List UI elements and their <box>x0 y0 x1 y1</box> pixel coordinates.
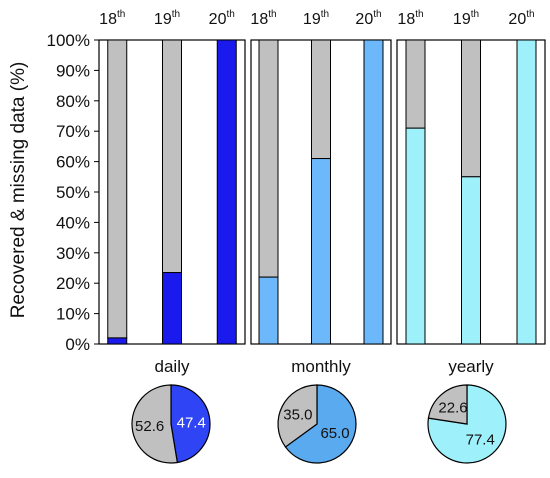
column-label: 20th <box>508 9 534 28</box>
y-tick-label: 50% <box>56 183 90 202</box>
bar-recovered <box>107 337 128 345</box>
pie-label-recovered: 77.4 <box>466 431 495 448</box>
column-label-suffix: th <box>226 9 234 20</box>
bar-recovered <box>311 158 331 345</box>
bar-missing <box>461 39 481 178</box>
column-label: 18th <box>99 9 125 28</box>
pie-label-recovered: 65.0 <box>320 425 349 442</box>
pie-monthly: 65.0 35.0 <box>277 384 357 464</box>
bar-recovered <box>461 176 481 345</box>
y-tick-label: 90% <box>56 61 90 80</box>
y-tick-label: 0% <box>65 335 90 354</box>
y-tick-label: 40% <box>56 213 90 232</box>
column-label-number: 20 <box>209 11 227 28</box>
bar-recovered <box>216 39 237 345</box>
column-label: 19th <box>154 9 180 28</box>
column-label-suffix: th <box>172 9 180 20</box>
bar-missing <box>107 39 128 339</box>
y-tick-label: 20% <box>56 274 90 293</box>
panel-name: monthly <box>291 357 351 376</box>
y-tick-label: 10% <box>56 305 90 324</box>
y-tick-label: 60% <box>56 153 90 172</box>
column-label-number: 18 <box>99 11 117 28</box>
y-axis: 0% 10% 20% 30% 40% 50% 60% 70% 80% 90% 100% <box>47 31 99 354</box>
column-label-suffix: th <box>415 9 423 20</box>
bar-missing <box>258 39 279 278</box>
bar-missing <box>311 39 331 160</box>
pie-slice-recovered <box>170 384 211 464</box>
pie-slice-missing <box>427 384 468 425</box>
column-label-number: 19 <box>303 11 321 28</box>
column-label-suffix: th <box>471 9 479 20</box>
column-label-suffix: th <box>321 9 329 20</box>
pies: 47.4 52.6 65.0 35.0 77.4 22.6 <box>131 384 507 464</box>
column-label-number: 18 <box>250 11 268 28</box>
bar-missing <box>405 39 426 129</box>
column-label-number: 19 <box>154 11 172 28</box>
bar-recovered <box>405 127 426 345</box>
column-label-suffix: th <box>526 9 534 20</box>
y-tick-label: 30% <box>56 244 90 263</box>
panel-name: yearly <box>448 357 494 376</box>
column-label-suffix: th <box>268 9 276 20</box>
column-label: 20th <box>209 9 235 28</box>
bar-recovered <box>258 276 279 345</box>
panel-name: daily <box>155 357 190 376</box>
bar-recovered <box>516 39 537 345</box>
y-axis-label: Recovered & missing data (%) <box>8 62 29 319</box>
bar-recovered <box>363 39 384 345</box>
pie-slice-recovered <box>284 384 357 464</box>
bar-missing <box>162 39 182 274</box>
column-label-number: 19 <box>453 11 471 28</box>
pie-slice-missing <box>277 384 318 448</box>
pie-yearly: 77.4 22.6 <box>427 384 507 464</box>
column-label: 18th <box>250 9 276 28</box>
y-tick-label: 80% <box>56 92 90 111</box>
pie-slice-missing <box>131 384 179 464</box>
bar-recovered <box>162 272 182 345</box>
y-tick-label: 100% <box>47 31 90 50</box>
pie-label-missing: 35.0 <box>283 406 312 423</box>
y-axis-label-group: Recovered & missing data (%) <box>8 62 29 319</box>
column-label: 19th <box>453 9 479 28</box>
column-label-suffix: th <box>117 9 125 20</box>
pie-daily: 47.4 52.6 <box>131 384 211 464</box>
column-label-number: 20 <box>508 11 526 28</box>
column-label-number: 18 <box>397 11 415 28</box>
column-label: 19th <box>303 9 329 28</box>
y-tick-label: 70% <box>56 122 90 141</box>
column-label: 18th <box>397 9 423 28</box>
pie-label-missing: 52.6 <box>135 418 164 435</box>
column-label: 20th <box>355 9 381 28</box>
column-label-suffix: th <box>373 9 381 20</box>
pie-label-missing: 22.6 <box>438 400 467 417</box>
column-label-number: 20 <box>355 11 373 28</box>
pie-label-recovered: 47.4 <box>177 414 206 431</box>
